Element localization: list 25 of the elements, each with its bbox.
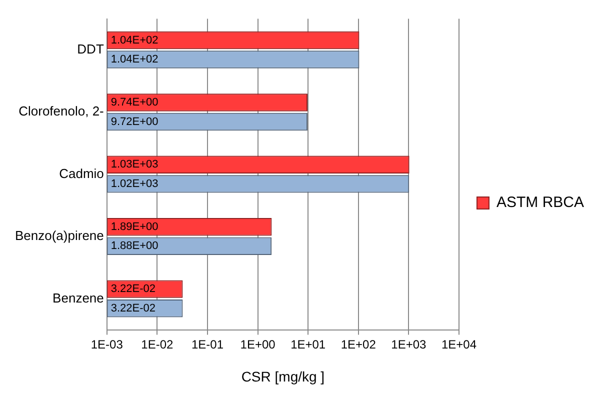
data-label: 3.22E-02 xyxy=(110,302,156,314)
y-tick-label: Benzene xyxy=(52,290,104,306)
data-label: 1.04E+02 xyxy=(110,34,158,46)
x-tick-label: 1E-02 xyxy=(141,337,174,352)
x-tick-label: 1E+01 xyxy=(290,337,326,352)
x-tick-label: 1E+00 xyxy=(240,337,276,352)
x-tick-label: 1E+04 xyxy=(441,337,477,352)
x-axis-title: CSR [mg/kg ] xyxy=(241,368,325,384)
data-label: 1.02E+03 xyxy=(110,178,158,190)
data-label: 1.04E+02 xyxy=(110,54,158,66)
x-tick-label: 1E+03 xyxy=(391,337,427,352)
x-tick-label: 1E-03 xyxy=(90,337,124,352)
legend-label: ASTM RBCA xyxy=(496,194,584,212)
data-label: 1.88E+00 xyxy=(110,240,158,252)
data-label: 3.22E-02 xyxy=(110,283,156,296)
y-tick-label: DDT xyxy=(77,41,104,56)
data-label: 9.72E+00 xyxy=(110,116,158,128)
data-label: 1.03E+03 xyxy=(110,158,158,171)
data-label: 1.89E+00 xyxy=(110,220,158,233)
y-tick-label: Clorofenolo, 2- xyxy=(18,104,104,119)
data-label: 9.74E+00 xyxy=(110,96,158,108)
y-tick-label: Benzo(a)pirene xyxy=(14,228,104,244)
x-tick-label: 1E-01 xyxy=(191,337,224,352)
x-tick-label: 1E+02 xyxy=(340,337,376,352)
y-tick-label: Cadmio xyxy=(59,166,104,181)
